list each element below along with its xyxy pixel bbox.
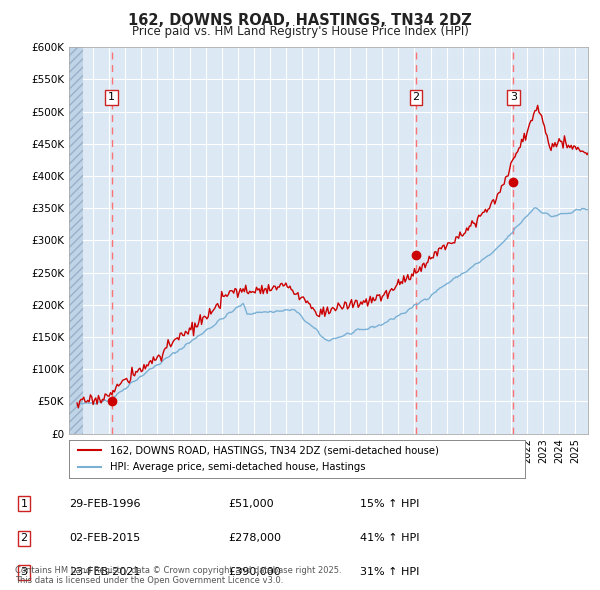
Text: Price paid vs. HM Land Registry's House Price Index (HPI): Price paid vs. HM Land Registry's House …	[131, 25, 469, 38]
Bar	[69, 47, 83, 434]
Text: 1: 1	[108, 93, 115, 103]
Text: 2: 2	[20, 533, 28, 543]
Text: £51,000: £51,000	[228, 499, 274, 509]
Text: Contains HM Land Registry data © Crown copyright and database right 2025.
This d: Contains HM Land Registry data © Crown c…	[15, 566, 341, 585]
Text: 162, DOWNS ROAD, HASTINGS, TN34 2DZ (semi-detached house): 162, DOWNS ROAD, HASTINGS, TN34 2DZ (sem…	[110, 445, 439, 455]
Text: £278,000: £278,000	[228, 533, 281, 543]
Text: 02-FEB-2015: 02-FEB-2015	[69, 533, 140, 543]
Text: 15% ↑ HPI: 15% ↑ HPI	[360, 499, 419, 509]
Text: 162, DOWNS ROAD, HASTINGS, TN34 2DZ: 162, DOWNS ROAD, HASTINGS, TN34 2DZ	[128, 13, 472, 28]
Text: 2: 2	[412, 93, 419, 103]
Text: HPI: Average price, semi-detached house, Hastings: HPI: Average price, semi-detached house,…	[110, 462, 365, 472]
Text: 23-FEB-2021: 23-FEB-2021	[69, 568, 140, 577]
Text: £390,000: £390,000	[228, 568, 281, 577]
Text: 29-FEB-1996: 29-FEB-1996	[69, 499, 140, 509]
Text: 3: 3	[20, 568, 28, 577]
Text: 1: 1	[20, 499, 28, 509]
Text: 41% ↑ HPI: 41% ↑ HPI	[360, 533, 419, 543]
Text: 3: 3	[510, 93, 517, 103]
Text: 31% ↑ HPI: 31% ↑ HPI	[360, 568, 419, 577]
